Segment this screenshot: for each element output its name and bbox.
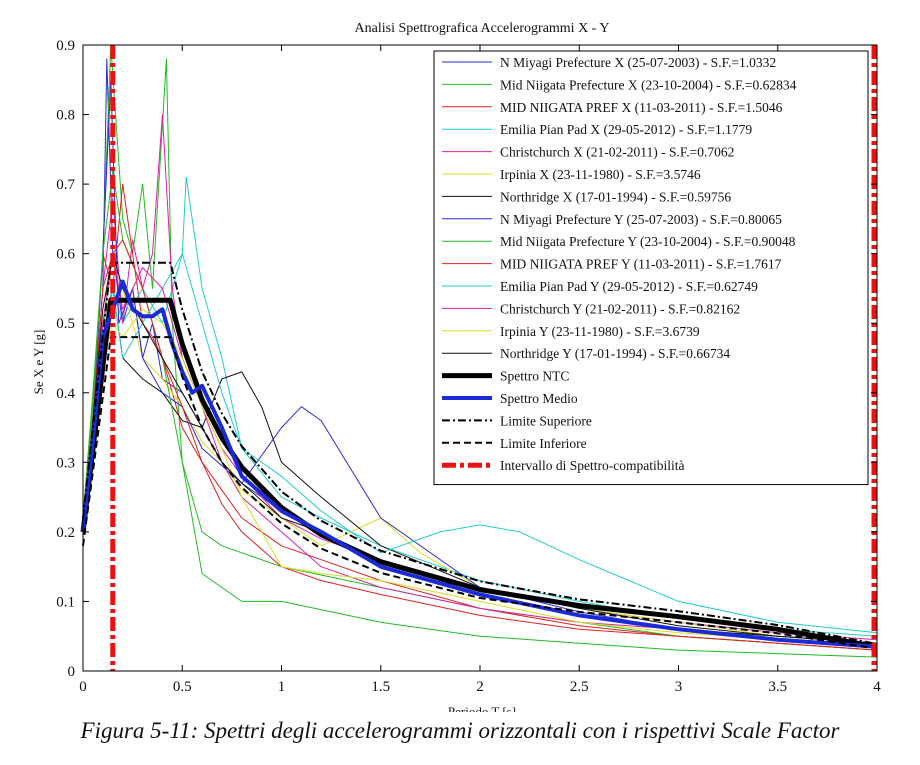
- legend-label: Limite Superiore: [500, 413, 592, 428]
- legend-label: Northridge Y (17-01-1994) - S.F.=0.66734: [500, 346, 730, 361]
- y-tick-label: 0: [68, 664, 76, 680]
- x-tick-label: 3: [675, 679, 683, 695]
- series-line-18: [82, 336, 878, 650]
- x-tick-label: 1.5: [371, 679, 390, 695]
- series-line-17: [82, 261, 878, 645]
- legend-label: Northridge X (17-01-1994) - S.F.=0.59756: [500, 189, 731, 204]
- axes-layer: 0 0.5 1 1.5 2 2.5 3 3.5 4 0 0.1 0.2 0.3 0.4 0.5 0.6 0.7 0…: [56, 38, 881, 695]
- legend-label: Emilia Pian Pad Y (29-05-2012) - S.F.=0.…: [500, 279, 758, 294]
- figure-caption: Figura 5-11: Spettri degli accelerogramm…: [80, 718, 840, 743]
- legend-label: Emilia Pian Pad X (29-05-2012) - S.F.=1.…: [500, 122, 752, 137]
- y-tick-label: 0.7: [56, 177, 75, 193]
- y-tick-label: 0.3: [56, 455, 75, 471]
- legend-label: N Miyagi Prefecture Y (25-07-2003) - S.F…: [500, 212, 782, 227]
- legend-label: MID NIIGATA PREF X (11-03-2011) - S.F.=1…: [500, 100, 783, 115]
- series-line-8: [82, 79, 878, 648]
- legend-label: Intervallo di Spettro-compatibilità: [500, 458, 684, 473]
- x-tick-label: 1: [278, 679, 286, 695]
- legend-label: Mid Niigata Prefecture Y (23-10-2004) - …: [500, 234, 796, 249]
- series-line-4: [82, 176, 878, 637]
- legend-label: Christchurch Y (21-02-2011) - S.F.=0.821…: [500, 301, 740, 316]
- x-tick-label: 4: [873, 679, 881, 695]
- series-line-11: [82, 253, 878, 634]
- y-tick-label: 0.4: [56, 386, 75, 402]
- x-axis-label: Periodo T [s]: [448, 704, 516, 712]
- chart: 0 0.5 1 1.5 2 2.5 3 3.5 4 0 0.1 0.2 0.3 0.4 0.5 0.6 0.7 0…: [31, 21, 882, 712]
- legend-label: Spettro NTC: [500, 369, 569, 384]
- y-tick-label: 0.9: [56, 38, 75, 54]
- legend-label: N Miyagi Prefecture X (25-07-2003) - S.F…: [500, 55, 776, 70]
- y-tick-label: 0.8: [56, 108, 75, 124]
- legend-label: Irpinia X (23-11-1980) - S.F.=3.5746: [500, 167, 701, 182]
- y-tick-label: 0.5: [56, 316, 75, 332]
- x-tick-label: 0: [79, 679, 87, 695]
- y-tick-label: 0.6: [56, 247, 75, 263]
- x-tick-label: 2.5: [570, 679, 589, 695]
- legend-label: Spettro Medio: [500, 391, 578, 406]
- legend-label: Irpinia Y (23-11-1980) - S.F.=3.6739: [500, 324, 700, 339]
- series-line-16: [81, 279, 878, 649]
- x-tick-label: 3.5: [768, 679, 787, 695]
- legend-box: [433, 50, 869, 486]
- y-axis-label: Se X e Y [g]: [31, 330, 46, 395]
- legend-label: MID NIIGATA PREF Y (11-03-2011) - S.F.=1…: [500, 257, 782, 272]
- chart-title: Analisi Spettrografica Accelerogrammi X …: [355, 21, 610, 36]
- legend-label: Limite Inferiore: [500, 436, 587, 451]
- legend: N Miyagi Prefecture X (25-07-2003) - S.F…: [433, 50, 869, 486]
- series-layer: [80, 44, 878, 671]
- legend-label: Mid Niigata Prefecture X (23-10-2004) - …: [500, 77, 797, 92]
- y-tick-label: 0.1: [56, 594, 75, 610]
- x-tick-label: 0.5: [173, 679, 192, 695]
- x-tick-label: 2: [476, 679, 484, 695]
- legend-label: Christchurch X (21-02-2011) - S.F.=0.706…: [500, 145, 734, 160]
- series-line-15: [80, 297, 878, 650]
- y-tick-label: 0.2: [56, 525, 75, 541]
